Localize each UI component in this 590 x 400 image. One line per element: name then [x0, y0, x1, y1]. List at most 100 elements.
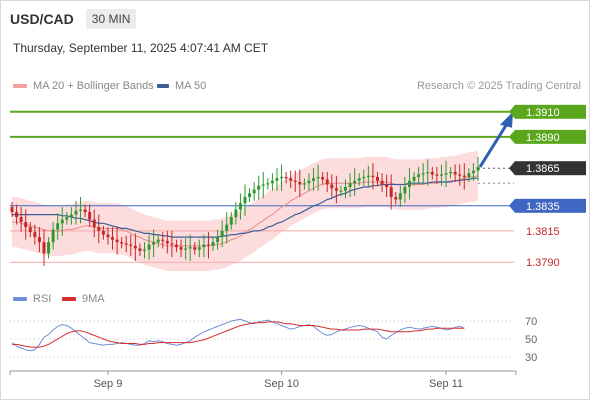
candle-body [380, 180, 384, 185]
candle-body [275, 178, 279, 181]
candle-body [156, 239, 160, 243]
candle-body [467, 173, 471, 177]
candle-body [398, 193, 402, 200]
candle-body [325, 179, 329, 185]
candle-body [375, 176, 379, 181]
candle-body [334, 188, 338, 191]
candle-body [243, 197, 247, 204]
candle-body [133, 245, 137, 249]
level-tag-1.3865-pointer [509, 161, 515, 176]
candle-body [37, 237, 41, 243]
candle-body [435, 174, 439, 176]
candle-body [344, 187, 348, 191]
rsi-swatch [13, 297, 27, 301]
candle-body [321, 176, 325, 180]
level-tag-1.3790: 1.3790 [526, 257, 560, 269]
candle-body [453, 171, 457, 175]
candle-body [298, 181, 302, 185]
candle-body [56, 223, 60, 230]
candle-body [216, 237, 220, 243]
candle-body [366, 175, 370, 177]
candle-body [161, 239, 165, 241]
candle-body [312, 178, 316, 181]
level-tag-1.3910-pointer [509, 104, 515, 119]
candle-body [385, 184, 389, 187]
x-tick-label-Sep 10: Sep 10 [264, 378, 299, 390]
candle-body [51, 229, 55, 243]
candle-body [225, 224, 229, 231]
candle-body [348, 183, 352, 187]
candle-body [371, 175, 375, 177]
candle-body [97, 227, 101, 231]
candle-body [197, 247, 201, 250]
legend-9ma: 9MA [62, 293, 105, 305]
candle-body [179, 247, 183, 250]
level-tag-1.3890-bg [515, 129, 586, 144]
candle-body [252, 189, 256, 194]
candle-body [193, 247, 197, 250]
candle-body [60, 219, 64, 224]
candle-body [101, 230, 105, 235]
candles [10, 156, 480, 266]
level-tag-1.3835-pointer [509, 198, 515, 213]
candle-body [302, 183, 306, 185]
ma20-swatch [13, 84, 27, 88]
candle-body [15, 212, 19, 218]
candle-body [449, 171, 453, 174]
candle-body [202, 244, 206, 248]
level-tag-1.3865: 1.3865 [526, 163, 560, 175]
candle-body [88, 212, 92, 220]
candle-body [430, 171, 434, 175]
candle-body [238, 203, 242, 210]
x-tick-label-Sep 11: Sep 11 [429, 378, 463, 390]
ma9-swatch [62, 297, 76, 301]
candle-body [458, 174, 462, 176]
credit-text: Research © 2025 Trading Central [416, 80, 581, 92]
legend-ma50: MA 50 [157, 80, 206, 92]
symbol-label: USD/CAD [10, 11, 74, 27]
candle-body [270, 180, 274, 184]
level-tag-1.3890-pointer [509, 129, 515, 144]
candle-body [211, 242, 215, 246]
candle-body [280, 176, 284, 179]
candle-body [28, 227, 32, 233]
ma9-legend-label: 9MA [82, 293, 105, 305]
candle-body [293, 180, 297, 182]
candle-body [188, 247, 192, 249]
candle-body [111, 237, 115, 240]
candle-body [266, 183, 270, 185]
candle-body [19, 217, 23, 223]
candle-body [261, 184, 265, 186]
timeframe-button[interactable]: 30 MIN [85, 9, 137, 29]
candle-body [33, 232, 37, 238]
legend-rsi: RSI [13, 293, 51, 305]
candle-body [289, 178, 293, 181]
candle-body [234, 209, 238, 218]
candle-body [147, 244, 151, 250]
candle-body [248, 193, 252, 198]
candle-body [69, 214, 73, 218]
candle-body [220, 230, 224, 238]
timestamp: Thursday, September 11, 2025 4:07:41 AM … [13, 41, 269, 55]
candle-body [165, 240, 169, 244]
x-tick-label-Sep 9: Sep 9 [94, 378, 123, 390]
candle-body [206, 244, 210, 246]
candle-body [389, 187, 393, 198]
level-tag-1.3890: 1.3890 [526, 132, 560, 144]
candle-body [229, 217, 233, 225]
candle-body [471, 170, 475, 174]
candle-body [174, 244, 178, 248]
candle-body [394, 197, 398, 200]
rsi-line [11, 318, 465, 352]
candle-body [284, 176, 288, 179]
candle-body [184, 248, 188, 250]
candle-body [339, 190, 343, 192]
rsi-9ma-line [12, 321, 465, 348]
candle-body [83, 209, 87, 213]
level-tag-1.3835-bg [515, 198, 586, 213]
level-tag-1.3865-bg [515, 161, 586, 176]
ma50-swatch [157, 84, 169, 88]
candle-body [152, 242, 156, 245]
candle-body [74, 210, 78, 215]
